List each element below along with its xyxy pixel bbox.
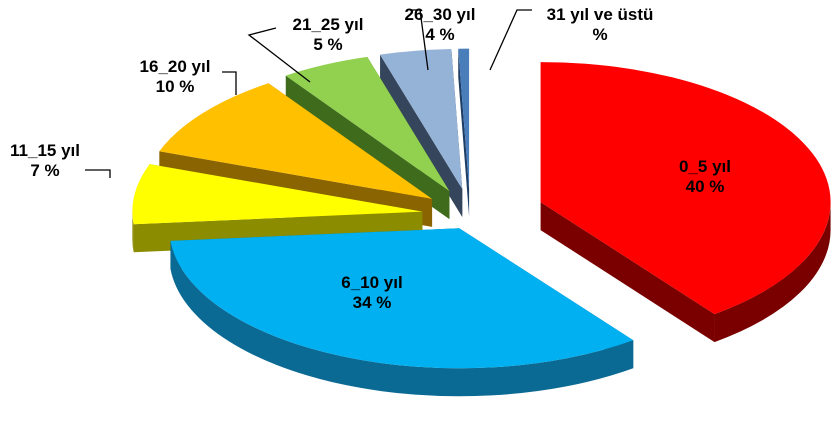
pie-slice-4 [159, 83, 433, 199]
slice-label-2: 6_10 yıl 34 % [341, 273, 402, 312]
slice-category-label: 26_30 yıl [405, 5, 476, 24]
leader-line-4 [222, 71, 237, 95]
leader-line-7 [489, 9, 532, 71]
leader-line-5 [247, 27, 311, 83]
slice-value-label: 4 % [425, 25, 454, 44]
pie-slice-7 [458, 48, 470, 189]
leader-lines [85, 9, 532, 178]
slice-value-label: 34 % [353, 293, 392, 312]
pie-slice-2 [170, 228, 634, 369]
slice-outer-side [132, 211, 134, 253]
slice-label-3: 11_15 yıl 7 % [10, 141, 80, 180]
slice-wall [380, 54, 463, 217]
slice-outer-side [170, 240, 634, 397]
slice-outer-side [714, 202, 831, 343]
slice-label-4: 16_20 yıl 10 % [140, 57, 211, 96]
pie-slice-5 [285, 56, 450, 192]
slice-wall [458, 48, 470, 217]
pie-slice-6 [380, 49, 463, 189]
slice-label-7: 31 yıl ve üstü% [547, 5, 654, 44]
slice-category-label: 11_15 yıl [10, 141, 80, 160]
slice-value-label: 40 % [686, 177, 725, 196]
pie-slice-1 [540, 62, 831, 315]
leader-line-6 [412, 9, 429, 71]
slice-category-label: 6_10 yıl [341, 273, 402, 292]
slice-value-label: % [592, 25, 607, 44]
pie-slice-3 [132, 164, 423, 225]
slice-value-label: 7 % [30, 161, 59, 180]
slice-side-7 [458, 48, 470, 217]
slice-label-5: 21_25 yıl 5 % [293, 15, 364, 54]
slice-tops [132, 48, 831, 369]
slice-category-label: 0_5 yıl [679, 157, 731, 176]
leader-line-3 [85, 169, 111, 178]
slice-label-6: 26_30 yıl 4 % [405, 5, 476, 44]
slice-category-label: 31 yıl ve üstü [547, 5, 654, 24]
slice-wall [540, 202, 715, 343]
slice-category-label: 21_25 yıl [293, 15, 364, 34]
slice-side-1 [540, 202, 831, 343]
slice-value-label: 5 % [313, 35, 342, 54]
slice-labels: 0_5 yıl 40 % 6_10 yıl 34 % 11_15 yıl 7 % 16_20… [10, 5, 731, 312]
slice-label-1: 0_5 yıl 40 % [679, 157, 731, 196]
slice-value-label: 10 % [156, 77, 195, 96]
slice-category-label: 16_20 yıl [140, 57, 211, 76]
